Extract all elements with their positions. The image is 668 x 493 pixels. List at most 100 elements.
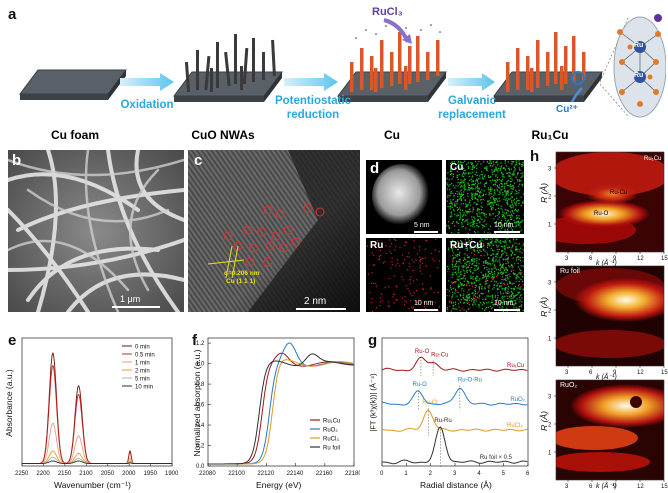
eds-dot: [471, 218, 473, 220]
eds-dot: [451, 281, 453, 283]
eds-dot: [509, 218, 512, 220]
eds-dot: [476, 249, 478, 251]
eds-dot: [521, 276, 524, 278]
eds-dot: [476, 213, 478, 215]
eds-dot: [467, 282, 469, 284]
eds-dot: [495, 198, 498, 200]
eds-dot: [495, 267, 497, 269]
eds-dot: [438, 251, 440, 253]
eds-dot: [485, 308, 487, 310]
eds-dot: [506, 275, 508, 277]
chart-f-ytick-label: 0.4: [196, 423, 205, 429]
eds-dot: [459, 261, 461, 263]
eds-dot: [475, 198, 477, 200]
eds-dot: [486, 277, 488, 279]
eds-dot: [518, 162, 520, 164]
chart-g-series-label: Ru₁Cu: [507, 363, 524, 369]
eds-dot: [457, 222, 459, 225]
eds-dot: [518, 257, 520, 259]
eds-dot: [504, 182, 506, 184]
eds-dot: [452, 259, 454, 261]
eds-dot: [451, 178, 453, 180]
eds-dot: [515, 222, 517, 224]
eds-dot: [481, 195, 483, 197]
eds-dot: [460, 240, 462, 242]
chart-f-legend-label: Ru foil: [323, 446, 340, 452]
eds-dot: [457, 249, 459, 251]
eds-dot: [459, 309, 461, 311]
eds-dot: [511, 287, 513, 290]
eds-dot: [517, 172, 519, 174]
eds-dot: [447, 205, 449, 207]
eds-dot: [380, 254, 382, 256]
eds-dot: [448, 295, 451, 297]
eds-dot: [485, 193, 487, 195]
eds-dot: [488, 287, 490, 289]
eds-dot: [490, 190, 492, 192]
eds-dot: [490, 162, 492, 165]
eds-dot: [517, 172, 519, 174]
eds-dot: [506, 268, 508, 270]
wt-xtick-label: 12: [637, 484, 644, 490]
eds-dot: [488, 270, 490, 272]
eds-dot: [504, 278, 506, 281]
eds-dot: [458, 285, 460, 287]
eds-dot: [451, 207, 453, 209]
eds-dot: [503, 258, 505, 260]
eds-dot: [511, 185, 513, 187]
eds-dot: [502, 191, 504, 193]
eds-dot: [483, 225, 485, 227]
eds-dot: [499, 291, 502, 293]
eds-dot: [459, 209, 461, 211]
eds-dot: [449, 241, 452, 243]
eds-dot: [463, 197, 465, 199]
eds-dot: [479, 283, 481, 285]
eds-dot: [498, 216, 500, 218]
eds-dot: [512, 188, 514, 190]
eds-dot: [507, 219, 509, 221]
eds-dot: [476, 257, 478, 260]
eds-dot: [466, 254, 468, 256]
cu-foam-illustration: [19, 69, 127, 100]
eds-dot: [462, 260, 464, 262]
eds-dot: [519, 301, 521, 303]
eds-dot: [497, 190, 499, 192]
eds-dot: [518, 307, 520, 309]
eds-dot: [473, 184, 475, 186]
eds-dot: [396, 299, 398, 301]
eds-dot: [475, 203, 477, 206]
chart-g-series-1: [382, 387, 528, 406]
eds-dot: [498, 286, 501, 288]
eds-dot: [468, 187, 470, 189]
eds-dot: [497, 253, 499, 255]
eds-dot: [487, 200, 489, 202]
eds-dot: [503, 188, 505, 190]
eds-dot: [501, 284, 503, 286]
eds-dot: [460, 271, 462, 273]
eds-dot: [510, 192, 512, 194]
eds-dot: [516, 211, 518, 213]
eds-dot: [453, 163, 455, 165]
chart-g-ylabel: |FT (k³χ(k))| (Å⁻⁴): [368, 373, 378, 432]
eds-dot: [511, 293, 513, 295]
chart-g-series-label: RuO₂: [510, 397, 525, 403]
eds-dot: [456, 254, 458, 256]
eds-dot: [494, 170, 496, 172]
eds-dot: [456, 248, 458, 251]
eds-dot: [509, 240, 511, 242]
eds-dot: [457, 208, 459, 210]
eds-dot: [461, 222, 463, 224]
eds-dot: [474, 289, 476, 291]
eds-dot: [483, 231, 486, 233]
eds-dot: [476, 225, 478, 227]
wt-map-ru-foil: [556, 266, 664, 366]
eds-dot: [509, 183, 512, 185]
eds-dot: [507, 228, 509, 230]
eds-dot: [489, 165, 491, 167]
eds-dot: [520, 294, 522, 296]
eds-dot: [510, 301, 512, 303]
eds-dot: [503, 299, 505, 301]
chart-f-ytick-label: 0.0: [196, 464, 205, 470]
eds-dot: [469, 202, 471, 204]
eds-dot: [496, 160, 498, 162]
